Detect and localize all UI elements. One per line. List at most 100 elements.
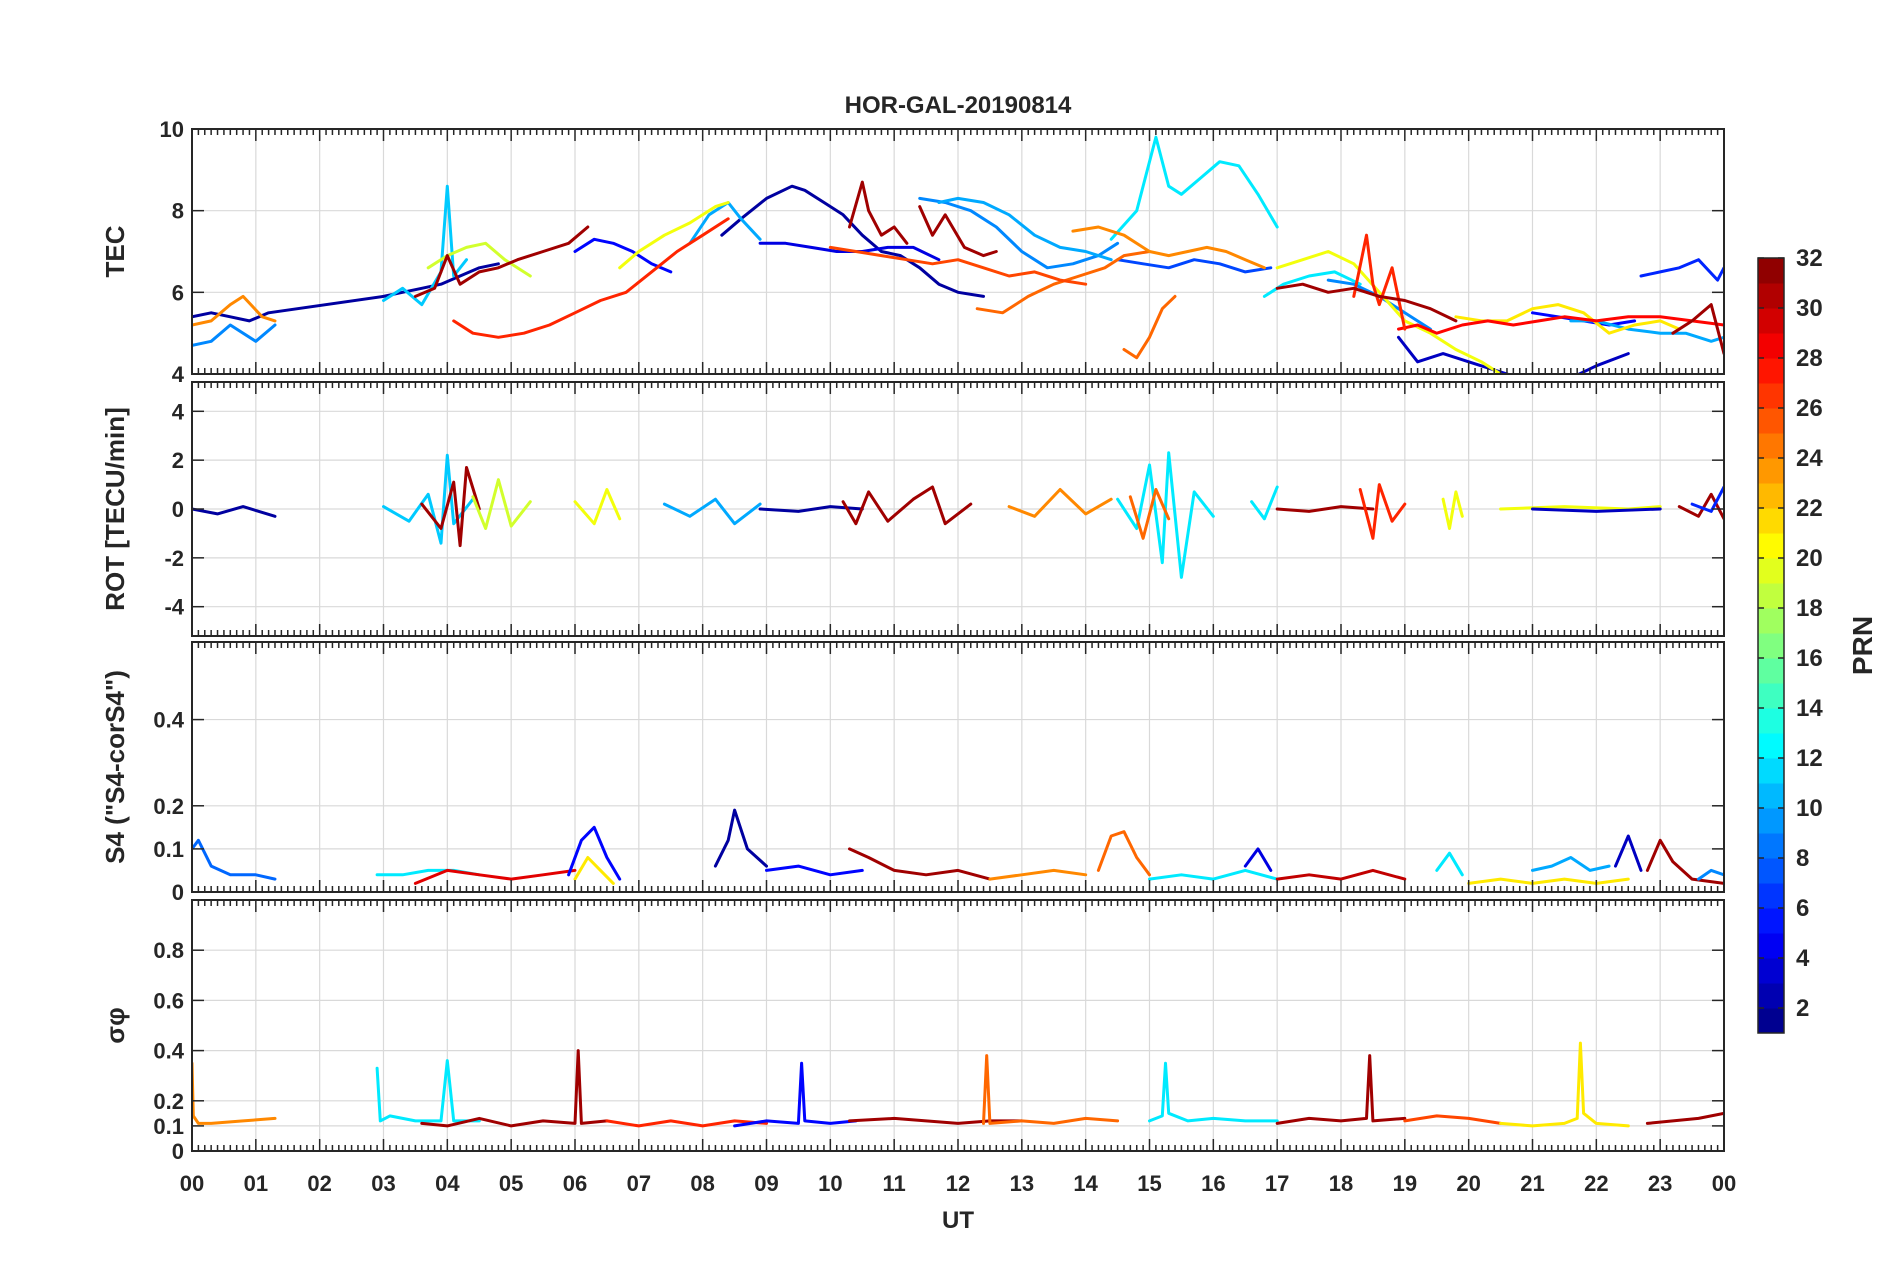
x-tick-label: 09 <box>754 1171 778 1196</box>
sigma_phi-series-prn-12 <box>1148 1061 1279 1123</box>
rot-y-tick-label: 0 <box>172 497 184 522</box>
colorbar-segment <box>1758 1008 1784 1034</box>
sigma_phi-y-tick-label: 0.1 <box>153 1114 184 1139</box>
panel-rot: -4 -2 0 2 4 ROT [TECU/min] <box>100 381 1725 637</box>
s4-series-prn-30 <box>1275 868 1407 881</box>
tec-series-prn-9 <box>918 196 1120 270</box>
panel-sigma_phi: 00.10.2 0.4 0.6 0.8 σφ <box>100 899 1725 1164</box>
colorbar-tick-label: 22 <box>1796 495 1823 522</box>
colorbar-tick-label: 20 <box>1796 545 1823 572</box>
tec-series-prn-12 <box>1109 135 1279 241</box>
colorbar-segment <box>1758 683 1784 709</box>
x-tick-label: 19 <box>1393 1171 1417 1196</box>
s4-series-prn-31 <box>1645 838 1724 885</box>
colorbar-segment <box>1758 783 1784 809</box>
tec-y-tick-label: 8 <box>172 199 184 224</box>
colorbar-label: PRN <box>1847 616 1878 675</box>
colorbar-segment <box>1758 508 1784 534</box>
rot-frame <box>191 381 1725 637</box>
rot-y-tick-label: 2 <box>172 448 184 473</box>
x-tick-label: 11 <box>883 1171 906 1196</box>
colorbar-tick-label: 6 <box>1796 895 1809 922</box>
x-tick-label: 13 <box>1010 1171 1034 1196</box>
tec-series-prn-5 <box>573 237 673 274</box>
tec-series-prn-31 <box>1671 303 1724 356</box>
colorbar-segment <box>1758 333 1784 359</box>
tec-series-prn-31 <box>1275 282 1458 323</box>
x-tick-label: 00 <box>1712 1171 1736 1196</box>
x-tick-label: 17 <box>1265 1171 1289 1196</box>
sigma_phi-series-prn-31 <box>1645 1111 1724 1125</box>
x-tick-label: 05 <box>499 1171 523 1196</box>
rot-y-tick-label: 4 <box>172 399 185 424</box>
colorbar-segment <box>1758 308 1784 334</box>
colorbar-segment <box>1758 808 1784 834</box>
sigma_phi-series-prn-24 <box>192 1061 277 1125</box>
tec-series-prn-20 <box>618 201 730 270</box>
chart-title: HOR-GAL-20190814 <box>845 92 1072 119</box>
x-tick-label: 12 <box>946 1171 970 1196</box>
panel-tec: 4 6 8 10 TEC <box>100 117 1725 387</box>
colorbar-tick-label: 4 <box>1796 945 1810 972</box>
tec-series-prn-28 <box>1397 315 1724 335</box>
tec-frame <box>191 128 1725 375</box>
s4-series-prn-8 <box>192 838 277 881</box>
x-axis: 00 01 02 03 04 05 06 07 08 09 10 11 12 13 14 15 16 17 18 19… <box>180 1171 1736 1196</box>
colorbar-segment <box>1758 608 1784 634</box>
x-tick-label: 07 <box>627 1171 651 1196</box>
tec-series-prn-6 <box>1639 258 1724 282</box>
s4-series-prn-5 <box>765 864 864 877</box>
x-tick-label: 08 <box>690 1171 714 1196</box>
colorbar-tick-label: 18 <box>1796 595 1823 622</box>
colorbar-tick-label: 32 <box>1796 245 1823 272</box>
sigma_phi-series-prn-31 <box>1275 1054 1407 1125</box>
rot-series-prn-27 <box>1358 483 1407 540</box>
s4-series-prn-10 <box>1531 856 1611 872</box>
sigma_phi-series-prn-27 <box>605 1119 768 1128</box>
colorbar-segment <box>1758 358 1784 384</box>
sigma_phi-frame <box>191 899 1725 1152</box>
colorbar-segment <box>1758 708 1784 734</box>
tec-series-prn-31 <box>848 180 909 245</box>
tec-series-prn-27 <box>452 217 730 339</box>
s4-y-axis-label: S4 ("S4-corS4") <box>100 670 130 864</box>
s4-series-prn-29 <box>413 868 577 885</box>
tec-series-prn-31 <box>918 205 998 258</box>
sigma_phi-y-tick-label: 0.2 <box>153 1089 184 1114</box>
colorbar-segment <box>1758 383 1784 409</box>
colorbar-tick-label: 26 <box>1796 395 1823 422</box>
x-tick-label: 10 <box>818 1171 842 1196</box>
colorbar-tick-label: 28 <box>1796 345 1823 372</box>
x-tick-label: 18 <box>1329 1171 1353 1196</box>
colorbar-tick-label: 12 <box>1796 745 1823 772</box>
rot-series-prn-31 <box>841 485 973 526</box>
rot-series-prn-31 <box>1677 492 1724 521</box>
colorbar-segment <box>1758 433 1784 459</box>
s4-y-tick-label: 0 <box>172 880 184 905</box>
sigma_phi-series-prn-26 <box>1403 1114 1503 1125</box>
x-axis-label: UT <box>942 1207 974 1234</box>
colorbar-tick-label: 14 <box>1796 695 1823 722</box>
tec-series-group <box>192 135 1724 374</box>
sigma_phi-series-prn-5 <box>733 1061 858 1128</box>
x-tick-label: 02 <box>307 1171 331 1196</box>
rot-series-prn-2 <box>192 505 277 518</box>
rot-series-group <box>192 451 1724 579</box>
tec-y-tick-label: 6 <box>172 280 184 305</box>
s4-y-tick-label: 0.4 <box>153 708 184 733</box>
colorbar-segment <box>1758 583 1784 609</box>
sigma_phi-series-prn-31 <box>848 1116 1024 1125</box>
s4-series-prn-21 <box>573 856 615 885</box>
x-tick-label: 22 <box>1584 1171 1608 1196</box>
tec-series-prn-24 <box>192 294 277 327</box>
tec-series-prn-24 <box>1071 225 1266 270</box>
tec-series-prn-2 <box>720 184 985 298</box>
tec-series-prn-7 <box>1116 258 1273 274</box>
colorbar-segment <box>1758 833 1784 859</box>
rot-series-prn-31 <box>1275 505 1375 513</box>
s4-series-prn-31 <box>848 847 992 881</box>
x-tick-label: 23 <box>1648 1171 1672 1196</box>
colorbar-segment <box>1758 933 1784 959</box>
sigma_phi-y-tick-label: 0 <box>172 1139 184 1164</box>
